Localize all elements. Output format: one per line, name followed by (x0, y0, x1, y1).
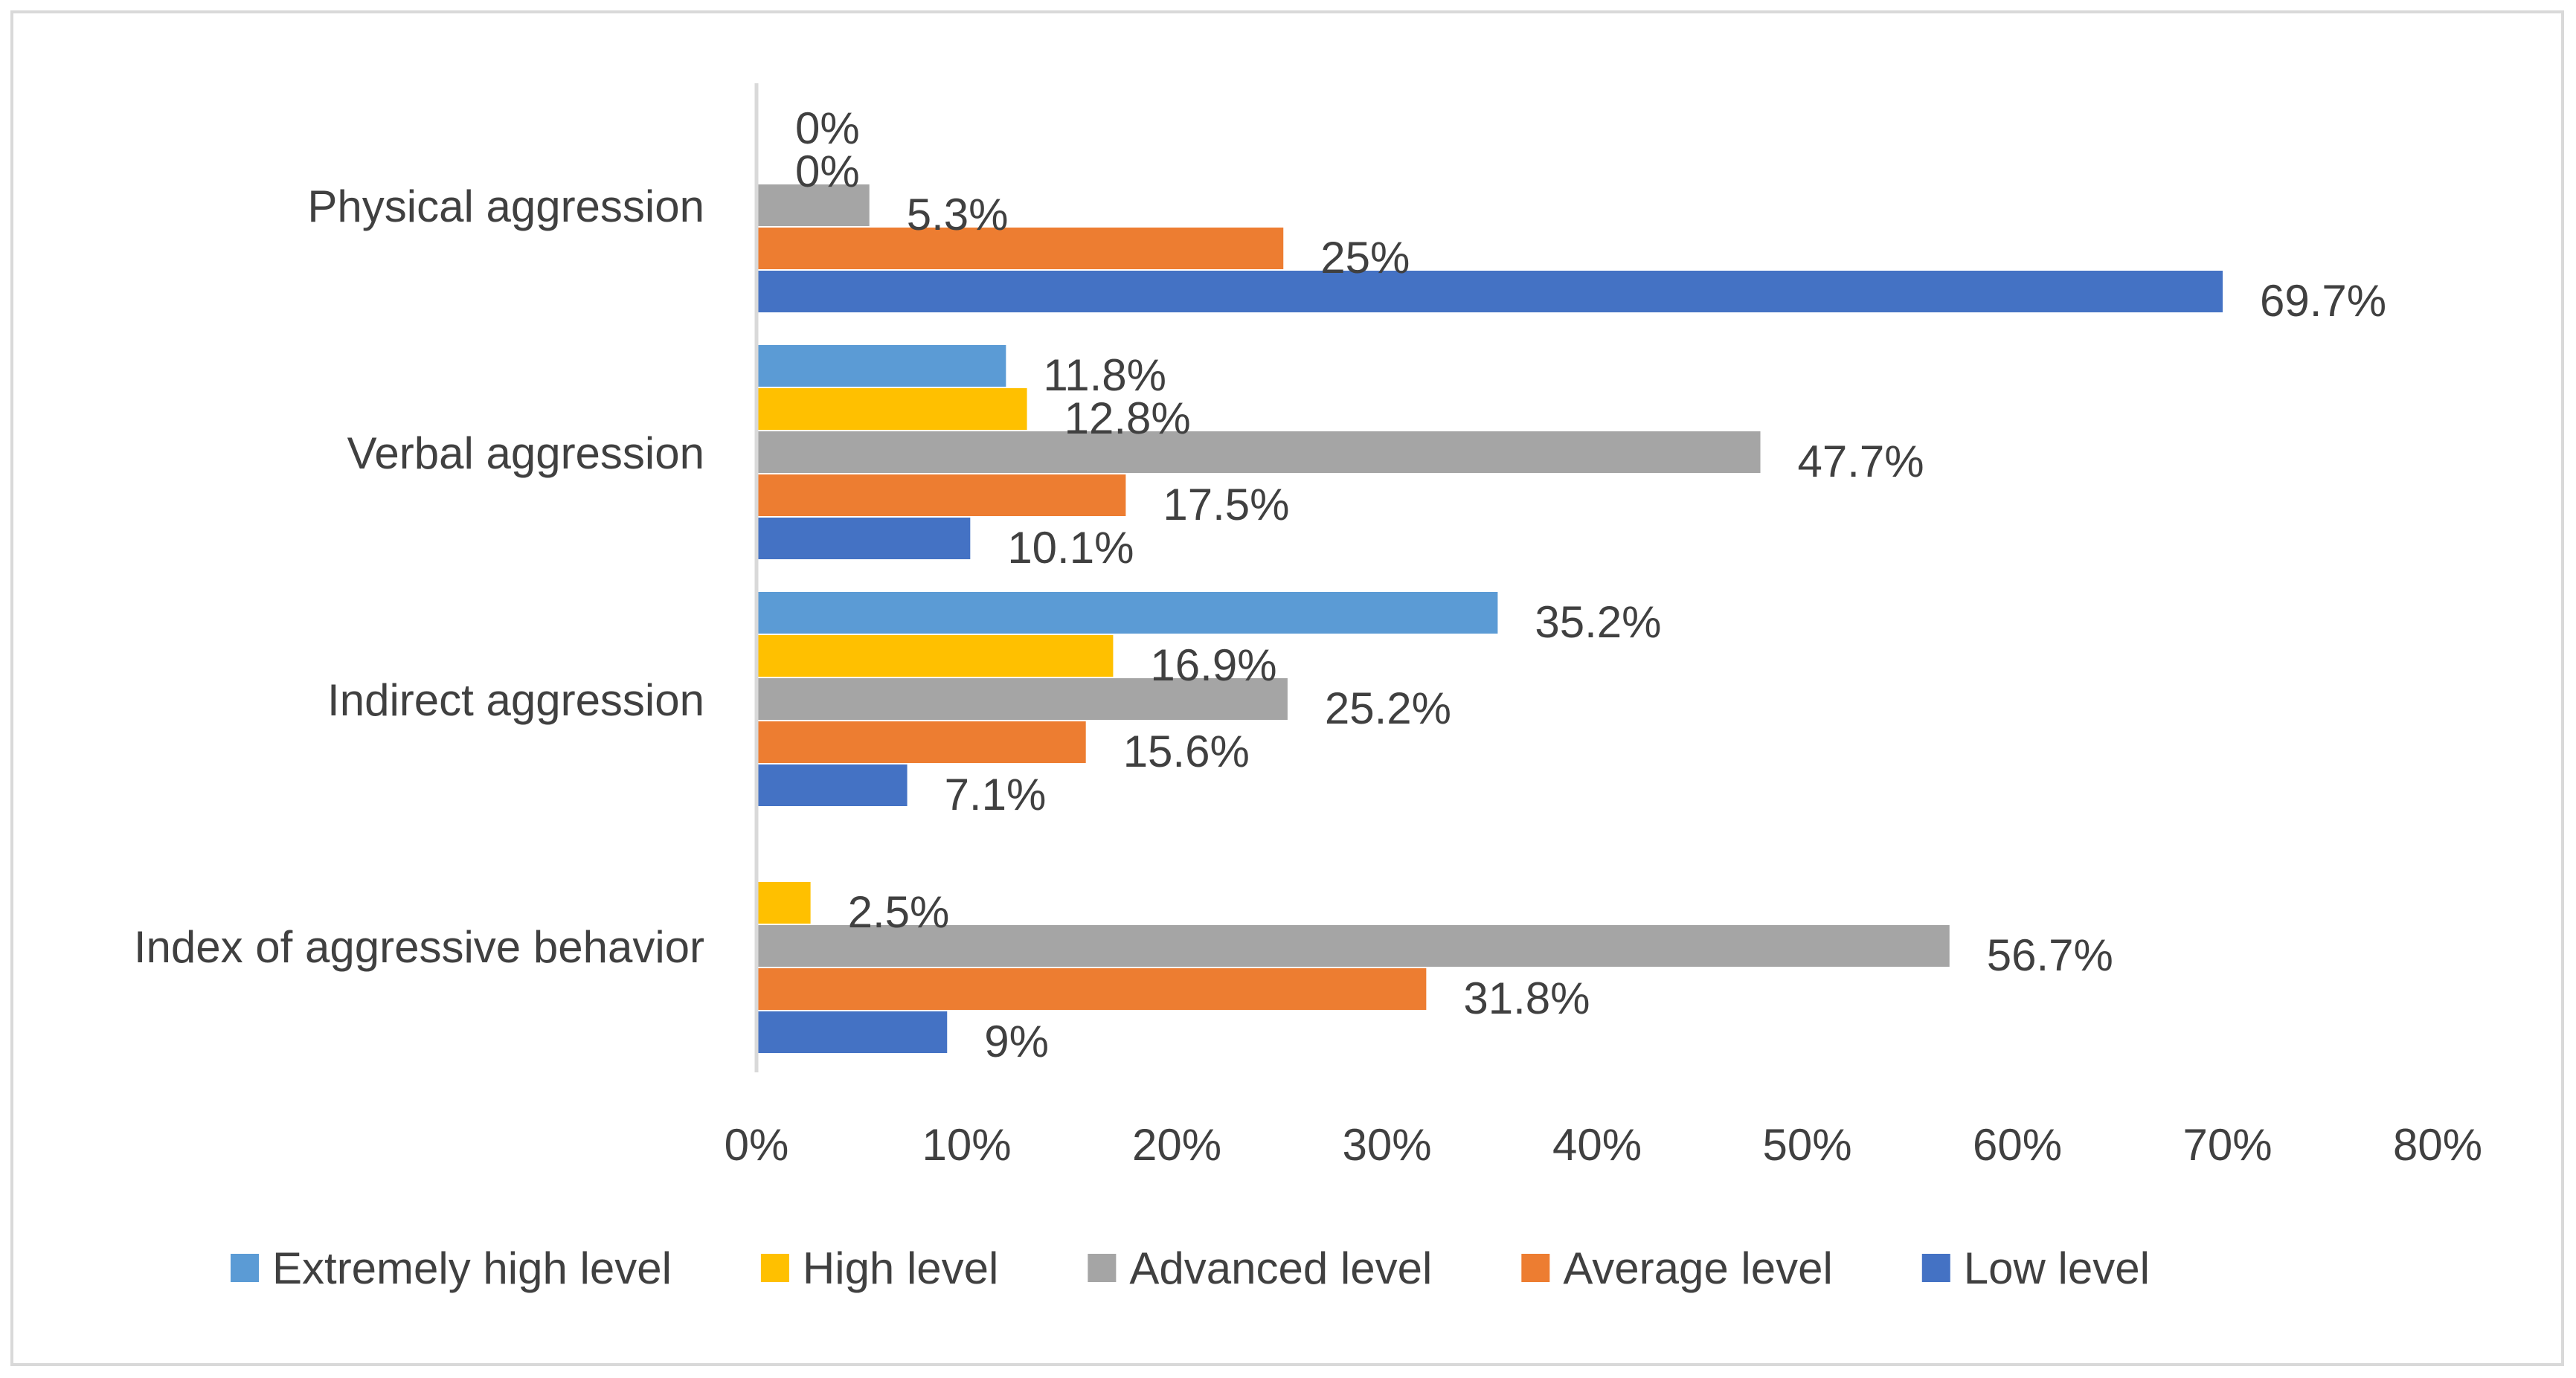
bar-verbal-aggression-low-level (758, 518, 971, 559)
legend-label-high-level: High level (803, 1243, 998, 1293)
bar-index-of-aggressive-behavior-low-level (758, 1011, 948, 1053)
bar-physical-aggression-low-level (758, 271, 2223, 312)
bar-indirect-aggression-advanced-level (758, 678, 1288, 720)
bar-index-of-aggressive-behavior-average-level (758, 968, 1427, 1010)
bar-verbal-aggression-extremely-high-level (758, 345, 1006, 387)
data-label-verbal-aggression-average-level: 17.5% (1163, 480, 1289, 529)
data-label-verbal-aggression-low-level: 10.1% (1007, 523, 1134, 573)
data-label-index-of-aggressive-behavior-average-level: 31.8% (1463, 973, 1590, 1023)
legend-label-advanced-level: Advanced level (1129, 1243, 1432, 1293)
data-label-physical-aggression-extremely-high-level: 0% (795, 103, 860, 153)
data-label-physical-aggression-advanced-level: 5.3% (907, 190, 1009, 239)
bar-indirect-aggression-average-level (758, 721, 1086, 763)
legend-swatch-average-level (1521, 1254, 1550, 1282)
legend-label-extremely-high-level: Extremely high level (272, 1243, 672, 1293)
data-label-indirect-aggression-extremely-high-level: 35.2% (1535, 597, 1661, 647)
data-label-physical-aggression-average-level: 25% (1320, 233, 1410, 283)
bar-labels: 0%0% 5.3% 25% 69.7% 11.8%12.8% 47.7% 17.5% 10.1… (795, 103, 2386, 1066)
category-label-verbal-aggression: Verbal aggression (347, 428, 704, 478)
legend-swatch-low-level (1921, 1254, 1950, 1282)
data-label-indirect-aggression-advanced-level: 25.2% (1325, 683, 1451, 733)
legend: Extremely high level High level Advanced l… (231, 1243, 2150, 1293)
data-label-index-of-aggressive-behavior-high-level: 2.5% (848, 887, 950, 937)
x-tick-label-40: 40% (1552, 1120, 1642, 1170)
bar-index-of-aggressive-behavior-high-level (758, 882, 811, 924)
data-label-index-of-aggressive-behavior-low-level: 9% (984, 1017, 1049, 1066)
x-tick-labels: 0% 10% 20% 30% 40% 50% 60% 70% 80% (725, 1120, 2482, 1170)
x-tick-label-80: 80% (2393, 1120, 2482, 1170)
x-tick-label-70: 70% (2182, 1120, 2272, 1170)
legend-swatch-extremely-high-level (231, 1254, 259, 1282)
bar-verbal-aggression-high-level (758, 388, 1027, 430)
bars (758, 184, 2223, 1053)
data-label-indirect-aggression-average-level: 15.6% (1123, 727, 1250, 776)
legend-swatch-high-level (760, 1254, 789, 1282)
bar-verbal-aggression-advanced-level (758, 431, 1761, 473)
category-label-index-of-aggressive-behavior: Index of aggressive behavior (134, 922, 704, 972)
bar-verbal-aggression-average-level (758, 474, 1126, 516)
data-label-verbal-aggression-high-level: 12.8% (1064, 393, 1191, 443)
x-tick-label-30: 30% (1342, 1120, 1431, 1170)
category-labels: Physical aggression Verbal aggression Indi… (134, 181, 704, 972)
x-tick-label-50: 50% (1762, 1120, 1851, 1170)
data-label-index-of-aggressive-behavior-advanced-level: 56.7% (1987, 930, 2113, 980)
data-label-verbal-aggression-advanced-level: 47.7% (1798, 437, 1924, 486)
data-label-indirect-aggression-high-level: 16.9% (1150, 640, 1276, 690)
legend-swatch-advanced-level (1088, 1254, 1117, 1282)
data-label-verbal-aggression-extremely-high-level: 11.8% (1043, 350, 1166, 400)
bar-indirect-aggression-extremely-high-level (758, 592, 1498, 634)
category-label-physical-aggression: Physical aggression (307, 181, 704, 231)
x-tick-label-0: 0% (725, 1120, 789, 1170)
bar-indirect-aggression-low-level (758, 764, 908, 806)
x-tick-label-20: 20% (1132, 1120, 1221, 1170)
data-label-indirect-aggression-low-level: 7.1% (945, 770, 1047, 820)
bar-physical-aggression-average-level (758, 228, 1284, 269)
legend-label-low-level: Low level (1964, 1243, 2150, 1293)
data-label-physical-aggression-high-level: 0% (795, 147, 860, 196)
x-tick-label-10: 10% (922, 1120, 1011, 1170)
category-label-indirect-aggression: Indirect aggression (327, 675, 704, 725)
bar-index-of-aggressive-behavior-advanced-level (758, 925, 1950, 967)
x-tick-label-60: 60% (1973, 1120, 2062, 1170)
data-label-physical-aggression-low-level: 69.7% (2260, 276, 2386, 326)
legend-label-average-level: Average level (1563, 1243, 1832, 1293)
bar-indirect-aggression-high-level (758, 635, 1114, 677)
bar-physical-aggression-advanced-level (758, 184, 870, 226)
